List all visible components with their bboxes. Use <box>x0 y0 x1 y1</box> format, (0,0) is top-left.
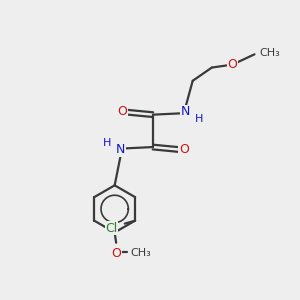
Text: Cl: Cl <box>105 221 118 235</box>
Text: O: O <box>227 58 237 71</box>
Text: O: O <box>111 247 121 260</box>
Text: CH₃: CH₃ <box>131 248 152 258</box>
Text: O: O <box>117 105 127 118</box>
Text: CH₃: CH₃ <box>259 48 280 58</box>
Text: H: H <box>194 114 203 124</box>
Text: N: N <box>181 105 190 118</box>
Text: N: N <box>116 143 125 157</box>
Text: O: O <box>179 143 189 157</box>
Text: H: H <box>103 138 112 148</box>
